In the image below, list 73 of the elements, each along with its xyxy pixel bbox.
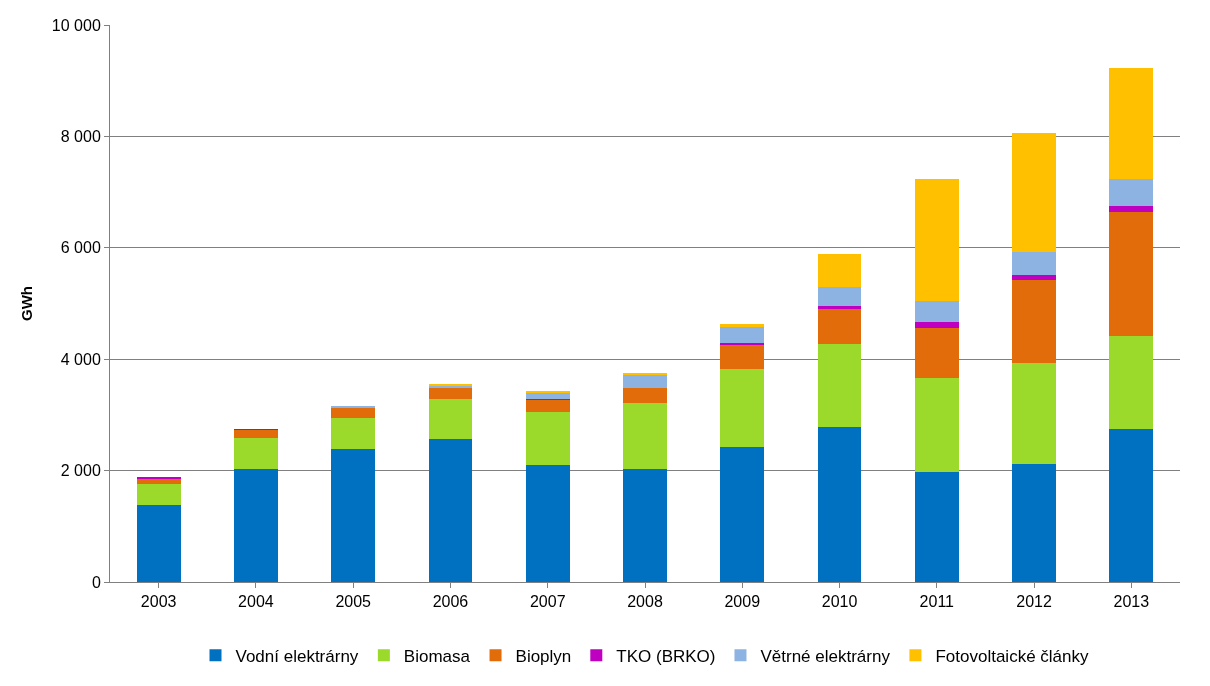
x-tick-label: 2003 <box>140 593 177 611</box>
y-tick-label: 8 000 <box>60 128 101 145</box>
bar <box>1012 275 1056 281</box>
x-tick-label: 2013 <box>1113 593 1150 611</box>
bar <box>720 345 765 369</box>
x-tick-label: 2004 <box>238 593 274 611</box>
bar <box>817 286 862 306</box>
bar <box>331 448 376 582</box>
bar <box>817 427 862 582</box>
bar <box>914 378 959 473</box>
bar <box>720 368 765 447</box>
bar <box>914 300 959 322</box>
y-tick-label: 6 000 <box>60 239 101 257</box>
x-tick-label: 2005 <box>335 593 372 611</box>
bar <box>817 308 862 344</box>
bar <box>1109 336 1154 430</box>
bar <box>234 469 278 582</box>
legend-label: Bioplyn <box>515 646 572 666</box>
bar <box>914 328 959 379</box>
legend-label: Vodní elektrárny <box>235 646 359 666</box>
x-tick-label: 2011 <box>919 593 955 611</box>
bar <box>720 327 765 344</box>
y-axis-title: GWh <box>18 286 36 321</box>
bar <box>623 468 667 582</box>
bar <box>1109 212 1154 337</box>
bar <box>817 305 862 309</box>
bar <box>914 472 959 582</box>
bar <box>136 483 181 506</box>
bar <box>817 253 862 287</box>
bar <box>1012 251 1056 276</box>
bar <box>525 465 570 582</box>
x-tick-label: 2007 <box>529 593 566 611</box>
legend-label: Větrné elektrárny <box>760 646 891 666</box>
bar <box>525 399 570 412</box>
bar <box>234 429 278 439</box>
bar <box>136 478 181 484</box>
bar <box>234 438 278 470</box>
bar <box>1109 206 1154 213</box>
bar <box>525 390 570 393</box>
bar <box>1109 429 1154 582</box>
bar <box>817 343 862 428</box>
x-tick-label: 2010 <box>821 593 858 611</box>
bar <box>623 388 667 404</box>
legend-label: Fotovoltaické články <box>935 646 1089 666</box>
x-tick-label: 2012 <box>1016 593 1052 611</box>
bar <box>623 374 667 389</box>
bar <box>623 403 667 469</box>
bar <box>1109 67 1154 180</box>
bar <box>1012 463 1056 582</box>
x-tick-label: 2006 <box>432 593 469 611</box>
bar <box>428 388 473 399</box>
bar <box>331 407 376 418</box>
x-tick-label: 2008 <box>627 593 663 611</box>
bar <box>1012 362 1056 464</box>
legend-label: TKO (BRKO) <box>616 646 716 666</box>
bar <box>136 505 181 582</box>
bar <box>428 439 473 582</box>
x-tick-label: 2009 <box>724 593 761 611</box>
legend-label: Biomasa <box>403 646 471 666</box>
bar <box>914 178 959 301</box>
y-tick-label: 10 000 <box>51 16 101 34</box>
bar <box>1012 133 1056 252</box>
bar <box>428 398 473 440</box>
y-tick-label: 4 000 <box>60 350 101 368</box>
bar <box>331 417 376 449</box>
bar <box>914 321 959 329</box>
bar <box>1109 179 1154 207</box>
bar <box>720 446 765 582</box>
bar <box>1012 280 1056 363</box>
y-tick-label: 0 <box>91 573 101 591</box>
bar <box>525 411 570 466</box>
y-tick-label: 2 000 <box>60 462 101 480</box>
bar <box>720 343 765 346</box>
